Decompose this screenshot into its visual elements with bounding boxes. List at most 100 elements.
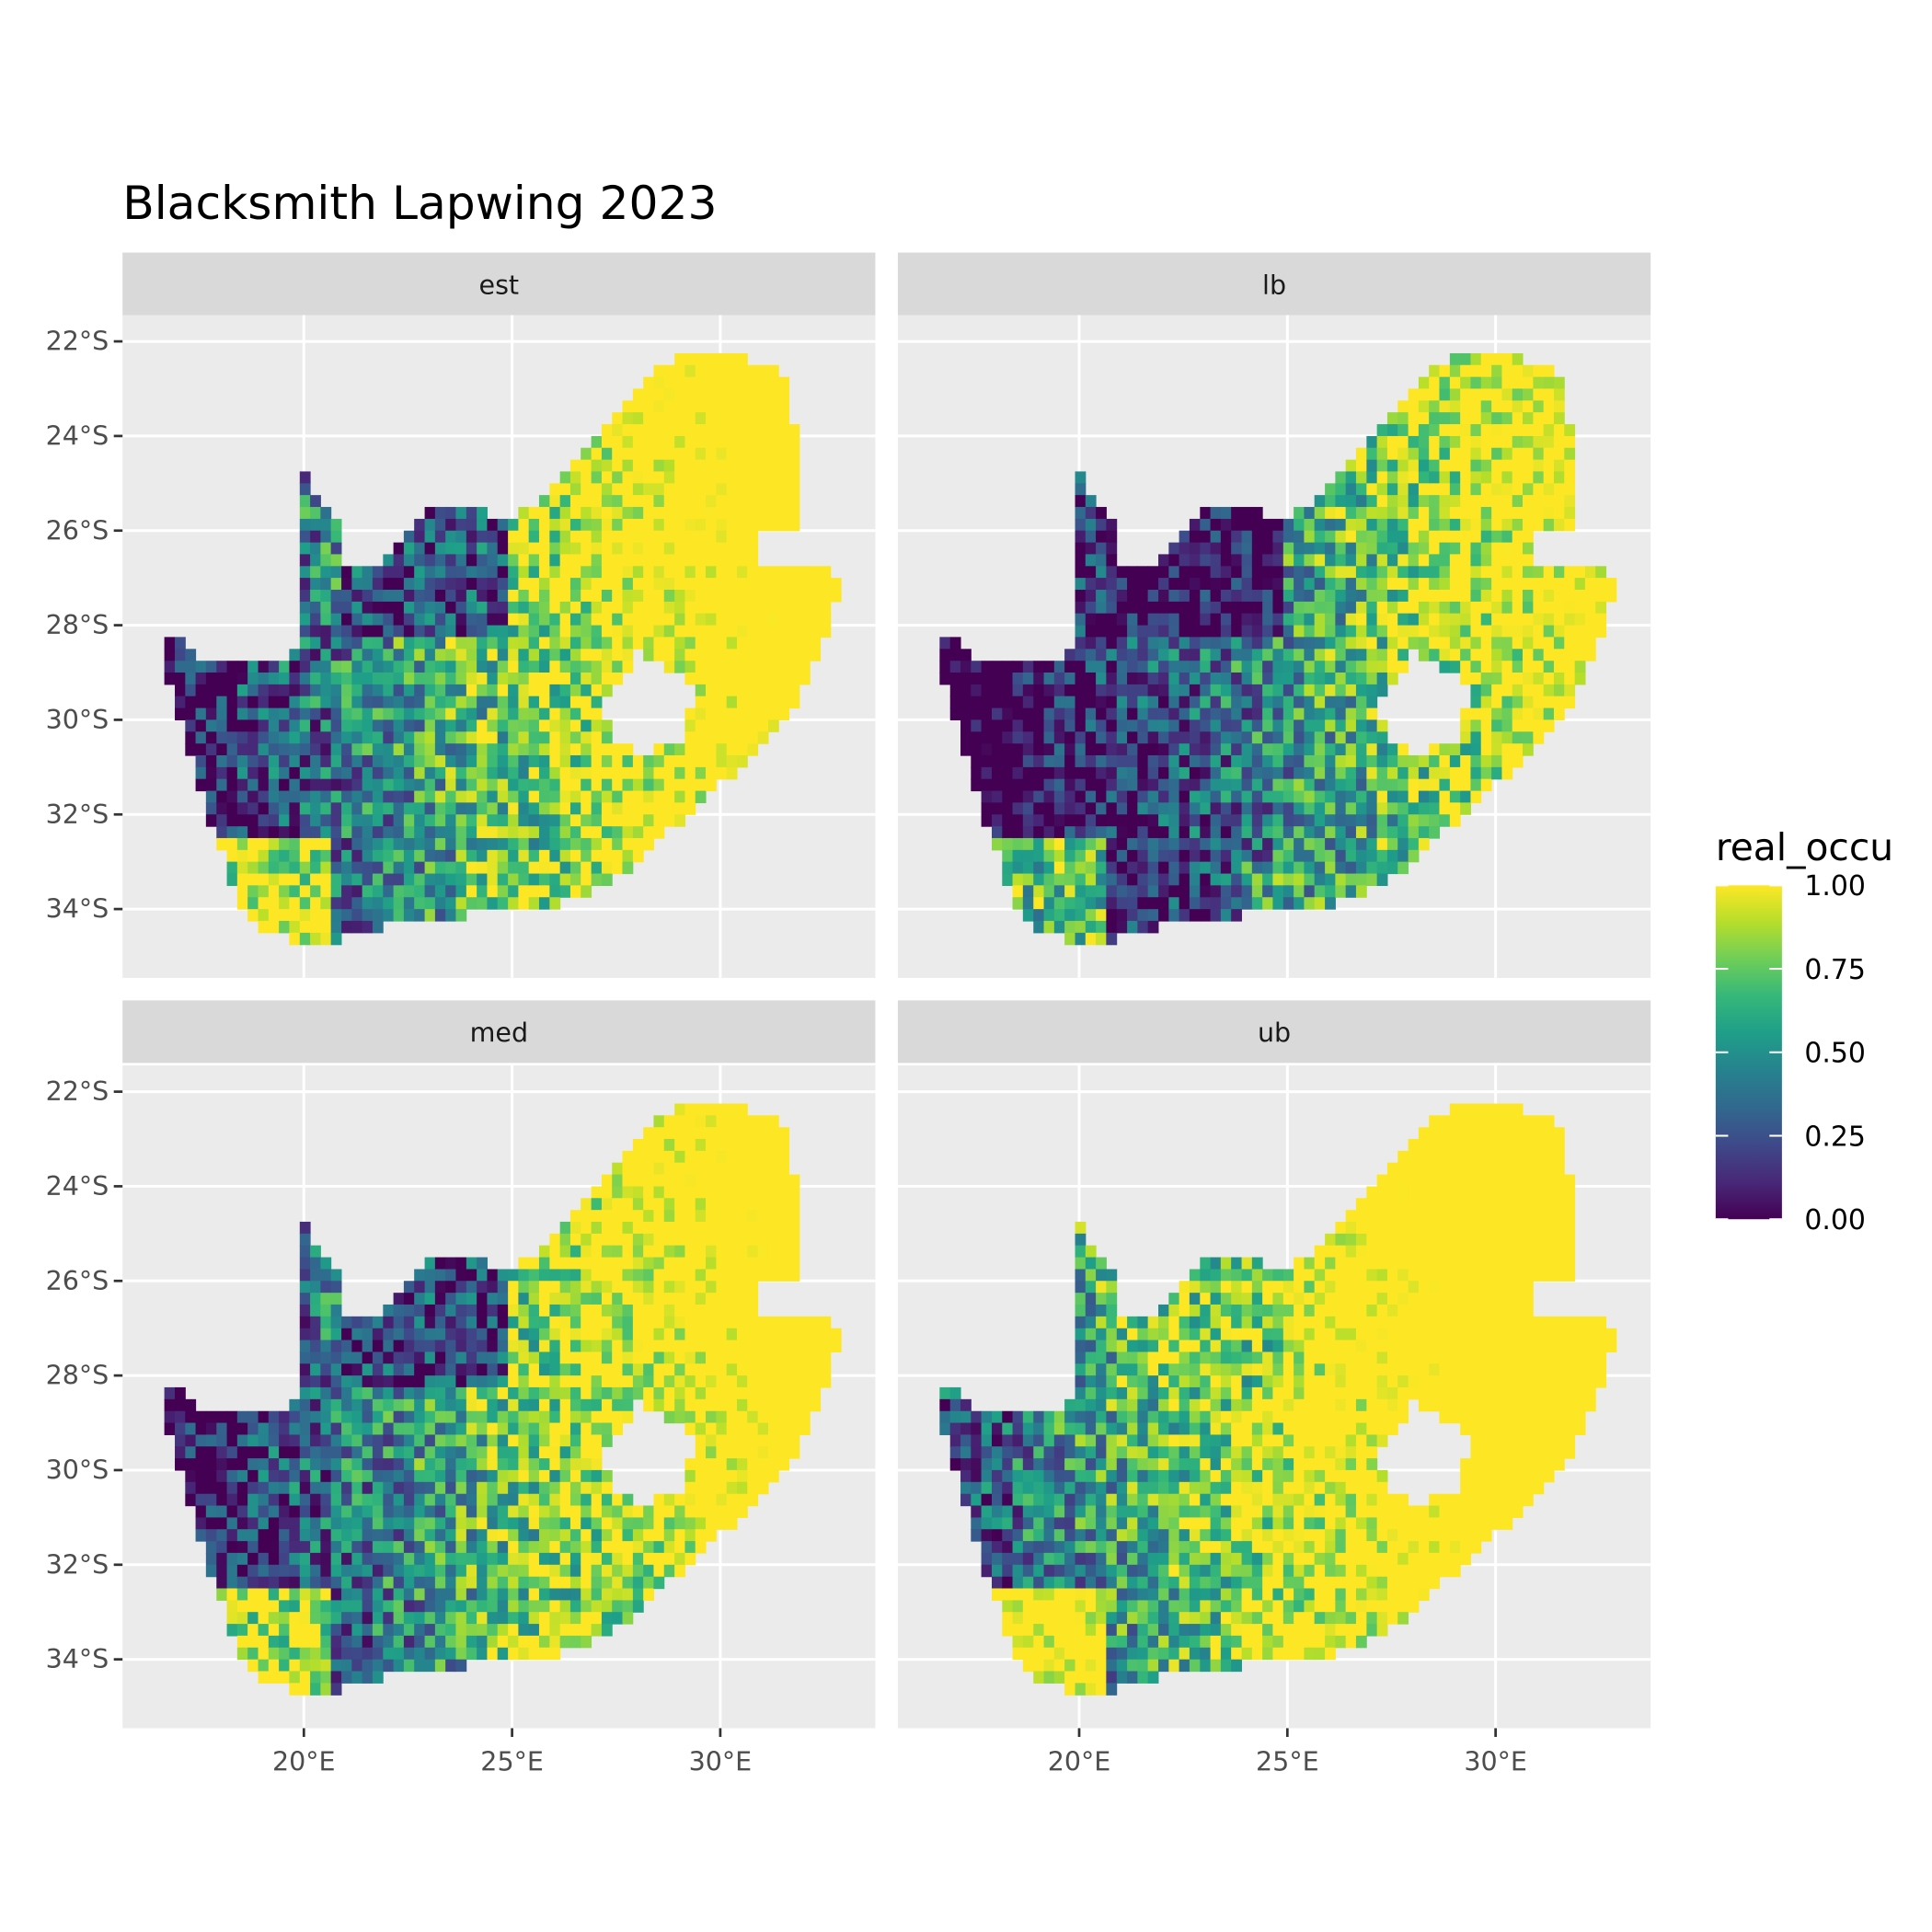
raster-cell xyxy=(330,778,342,792)
raster-cell xyxy=(1366,471,1378,484)
raster-cell xyxy=(632,388,644,401)
raster-cell xyxy=(632,637,644,650)
raster-cell xyxy=(289,766,301,780)
raster-cell xyxy=(971,661,983,673)
raster-cell xyxy=(195,1410,207,1424)
raster-cell xyxy=(1314,826,1326,839)
raster-cell xyxy=(477,849,488,863)
raster-cell xyxy=(1241,554,1253,567)
raster-cell xyxy=(643,766,655,780)
raster-cell xyxy=(601,661,613,673)
raster-cell xyxy=(372,719,384,732)
raster-cell xyxy=(663,625,675,638)
raster-cell xyxy=(1002,696,1014,709)
raster-cell xyxy=(1491,388,1502,401)
raster-cell xyxy=(569,1600,581,1613)
raster-cell xyxy=(508,778,519,792)
raster-cell xyxy=(1022,873,1034,887)
raster-cell xyxy=(1137,707,1149,721)
raster-cell xyxy=(1200,684,1212,697)
raster-cell xyxy=(1033,766,1045,780)
raster-cell xyxy=(497,1564,509,1578)
raster-cell xyxy=(528,1541,540,1554)
raster-cell xyxy=(477,1624,488,1637)
raster-cell xyxy=(632,554,644,567)
raster-cell xyxy=(195,778,207,792)
raster-cell xyxy=(434,542,446,556)
raster-cell xyxy=(663,790,675,804)
raster-cell xyxy=(372,1624,384,1637)
raster-cell xyxy=(497,661,509,673)
raster-cell xyxy=(299,566,311,579)
raster-cell xyxy=(393,754,405,768)
raster-cell xyxy=(487,754,499,768)
raster-cell xyxy=(1085,731,1097,744)
raster-cell xyxy=(601,766,613,780)
raster-cell xyxy=(549,802,561,815)
raster-cell xyxy=(1533,601,1545,615)
raster-cell xyxy=(716,507,728,520)
raster-cell xyxy=(1355,625,1367,638)
raster-cell xyxy=(372,1434,384,1447)
raster-cell xyxy=(1553,613,1565,627)
raster-cell xyxy=(424,1624,436,1637)
raster-cell xyxy=(1325,826,1336,839)
raster-cell xyxy=(1543,566,1555,579)
raster-cell xyxy=(1127,743,1138,756)
raster-cell xyxy=(581,1517,592,1530)
raster-cell xyxy=(1137,613,1149,627)
raster-cell xyxy=(362,1316,374,1329)
raster-cell xyxy=(403,1624,415,1637)
raster-cell xyxy=(320,1469,332,1483)
raster-cell xyxy=(1075,542,1087,556)
raster-cell xyxy=(289,1493,301,1507)
raster-cell xyxy=(1262,672,1273,685)
raster-cell xyxy=(434,1612,446,1625)
raster-cell xyxy=(487,1363,499,1376)
raster-cell xyxy=(726,554,738,567)
raster-cell xyxy=(1386,849,1398,863)
raster-cell xyxy=(643,388,655,401)
raster-cell xyxy=(310,1245,321,1259)
raster-cell xyxy=(1460,625,1471,638)
raster-cell xyxy=(810,637,822,650)
raster-cell xyxy=(1064,661,1075,673)
raster-cell xyxy=(216,1481,228,1495)
raster-cell xyxy=(299,590,311,603)
raster-cell xyxy=(581,1410,592,1424)
raster-cell xyxy=(455,1659,467,1673)
raster-cell xyxy=(466,778,477,792)
raster-cell xyxy=(992,719,1003,732)
raster-cell xyxy=(1325,518,1336,532)
raster-cell xyxy=(1397,778,1409,792)
raster-cell xyxy=(226,849,238,863)
raster-cell xyxy=(258,719,270,732)
raster-cell xyxy=(1022,909,1034,922)
raster-cell xyxy=(320,1529,332,1542)
raster-cell xyxy=(767,459,779,473)
raster-cell xyxy=(1022,778,1034,792)
raster-cell xyxy=(455,754,467,768)
raster-cell xyxy=(684,376,696,390)
raster-cell xyxy=(1345,826,1357,839)
raster-cell xyxy=(1429,554,1441,567)
raster-cell xyxy=(1002,731,1014,744)
raster-cell xyxy=(393,873,405,887)
raster-cell xyxy=(1282,885,1294,898)
raster-cell xyxy=(1553,672,1565,685)
raster-cell xyxy=(559,1245,571,1259)
raster-cell xyxy=(601,566,613,579)
raster-cell xyxy=(1439,424,1451,437)
raster-cell xyxy=(1439,495,1451,508)
raster-cell xyxy=(1304,684,1316,697)
raster-cell xyxy=(434,1505,446,1518)
raster-cell xyxy=(757,471,769,484)
raster-cell xyxy=(424,601,436,615)
raster-cell xyxy=(1501,566,1513,579)
raster-cell xyxy=(362,1375,374,1388)
raster-cell xyxy=(487,684,499,697)
raster-cell xyxy=(226,826,238,839)
raster-cell xyxy=(1376,625,1388,638)
raster-cell xyxy=(320,778,332,792)
raster-cell xyxy=(1491,590,1502,603)
